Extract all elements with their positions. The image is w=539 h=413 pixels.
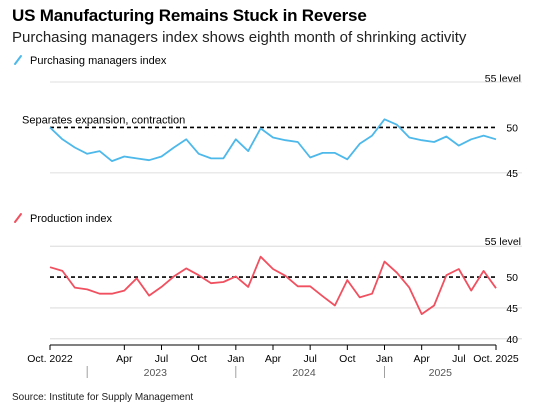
chart-subtitle: Purchasing managers index shows eighth m… <box>12 29 467 46</box>
y-tick-label: 45 <box>506 168 518 180</box>
year-label: 2025 <box>429 367 453 379</box>
production-unit-label: 55 level <box>485 236 521 248</box>
y-tick-label: 40 <box>506 334 518 346</box>
y-tick-label: 45 <box>506 303 518 315</box>
x-tick-label: Apr <box>116 353 133 365</box>
x-tick-label: Oct. 2025 <box>473 353 519 365</box>
y-tick-label: 50 <box>506 272 518 284</box>
x-axis-year-dividers <box>86 366 385 378</box>
x-axis-labels: Oct. 2022 Apr Jul Oct Jan Apr Jul Oct Jan Apr Jul O… <box>27 353 519 365</box>
production-series-line <box>49 255 497 316</box>
x-axis-year-labels: 2023 2024 2025 <box>144 367 453 379</box>
source-note: Source: Institute for Supply Management <box>12 392 194 403</box>
year-label: 2023 <box>144 367 168 379</box>
pmi-unit-label: 55 level <box>485 73 521 85</box>
production-legend: Production index <box>14 213 112 225</box>
production-legend-swatch <box>14 213 22 223</box>
x-tick-label: Jul <box>303 353 316 365</box>
production-legend-label: Production index <box>30 213 112 225</box>
production-gridlines <box>50 245 522 340</box>
pmi-gridlines <box>50 81 522 174</box>
pmi-legend-label: Purchasing managers index <box>30 55 167 67</box>
pmi-panel: Purchasing managers index 55 level 4550 … <box>14 55 522 180</box>
x-tick-label: Oct <box>339 353 355 365</box>
production-panel: Production index 55 level 40 45 50 <box>14 213 522 346</box>
chart-title: US Manufacturing Remains Stuck in Revers… <box>12 6 367 25</box>
pmi-legend-swatch <box>14 55 22 65</box>
year-label: 2024 <box>292 367 316 379</box>
production-y-ticks: 40 45 50 <box>506 272 518 346</box>
x-tick-label: Apr <box>265 353 282 365</box>
x-tick-label: Jan <box>227 353 244 365</box>
x-tick-label: Jul <box>452 353 465 365</box>
pmi-series-line <box>49 118 497 163</box>
pmi-y-ticks: 45 50 <box>506 122 518 179</box>
x-axis: Oct. 2022 Apr Jul Oct Jan Apr Jul Oct Jan Apr Jul O… <box>27 344 519 379</box>
pmi-legend: Purchasing managers index <box>14 55 167 67</box>
x-tick-label: Oct <box>190 353 206 365</box>
pmi-reference-label: Separates expansion, contraction <box>22 114 185 126</box>
x-tick-label: Apr <box>413 353 430 365</box>
x-tick-label: Jan <box>376 353 393 365</box>
x-tick-label: Jul <box>155 353 168 365</box>
x-tick-label: Oct. 2022 <box>27 353 73 365</box>
x-axis-ticks <box>49 345 497 350</box>
y-tick-label: 50 <box>506 122 518 134</box>
